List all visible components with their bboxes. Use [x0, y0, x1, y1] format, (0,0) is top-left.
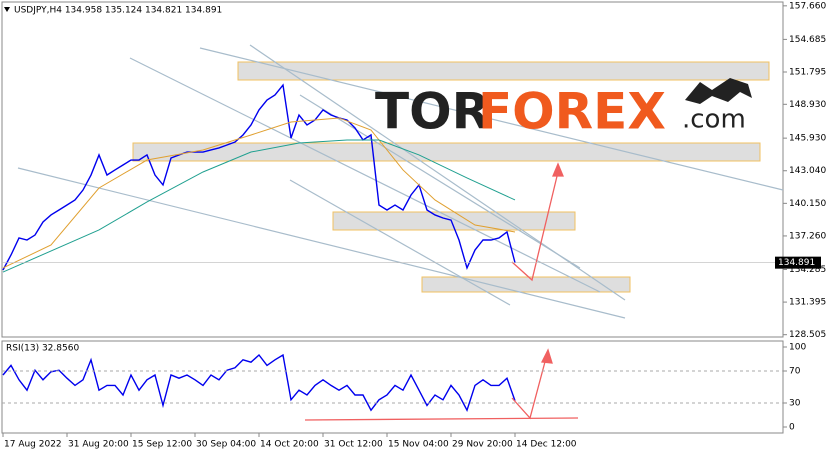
y-tick-label: 134.285 — [789, 265, 826, 275]
trend-lines — [17, 44, 784, 319]
series-line — [2, 139, 516, 273]
trend-line — [289, 179, 511, 306]
x-tick-label: 17 Aug 2022 — [4, 440, 62, 450]
trend-line — [129, 57, 601, 293]
logo-bull — [685, 78, 752, 104]
series-line — [2, 353, 516, 412]
rsi-panel — [1, 340, 784, 434]
x-tick-label: 14 Oct 20:00 — [260, 440, 319, 450]
zones — [132, 61, 770, 293]
logo: TOR FOREX .com — [375, 78, 752, 141]
arrow-head — [540, 348, 553, 364]
y-tick-label: 128.505 — [789, 330, 826, 340]
x-tick-label: 15 Nov 04:00 — [388, 440, 449, 450]
trend-line — [199, 47, 784, 191]
current-price-box — [775, 256, 821, 269]
arrow — [511, 171, 559, 282]
series-group — [2, 83, 516, 412]
y-tick-label: 30 — [789, 399, 801, 409]
y-tick-label: 148.930 — [789, 100, 826, 110]
y-tick-label: 154.685 — [789, 35, 826, 45]
trend-line — [17, 167, 626, 319]
title-icon — [4, 7, 10, 12]
x-tick-label: 31 Oct 12:00 — [324, 440, 383, 450]
zone — [132, 142, 761, 162]
y-tick-label: 137.260 — [789, 231, 826, 241]
logo-com: .com — [682, 105, 746, 135]
y-tick-label: 0 — [789, 423, 795, 433]
y-tick-label: 100 — [789, 343, 806, 353]
series-line — [2, 83, 516, 271]
arrows — [304, 162, 579, 421]
y-tick-label: 145.930 — [789, 134, 826, 144]
zone — [237, 61, 770, 81]
x-tick-label: 31 Aug 20:00 — [68, 440, 129, 450]
x-tick-label: 29 Nov 20:00 — [452, 440, 513, 450]
y-tick-label: 151.795 — [789, 67, 826, 77]
logo-tor: TOR — [375, 83, 490, 141]
y-tick-label: 143.040 — [789, 166, 826, 176]
y-tick-label: 70 — [789, 367, 801, 377]
series-line — [2, 117, 516, 269]
y-tick-label: 157.660 — [789, 1, 826, 11]
support-line — [304, 417, 579, 421]
x-tick-label: 30 Sep 04:00 — [196, 440, 256, 450]
zone — [421, 276, 631, 293]
y-tick-label: 131.395 — [789, 298, 826, 308]
price-panel — [1, 1, 784, 338]
y-tick-label: 140.150 — [789, 199, 826, 209]
current-price-label: 134.891 — [778, 258, 815, 268]
x-tick-label: 15 Sep 12:00 — [132, 440, 192, 450]
trend-line — [299, 94, 581, 269]
rsi-title: RSI(13) 32.8560 — [6, 344, 79, 354]
logo-forex: FOREX — [478, 83, 666, 141]
arrow-head — [552, 162, 564, 177]
x-tick-label: 14 Dec 12:00 — [516, 440, 577, 450]
chart-title: USDJPY,H4 134.958 135.124 134.821 134.89… — [14, 6, 222, 16]
